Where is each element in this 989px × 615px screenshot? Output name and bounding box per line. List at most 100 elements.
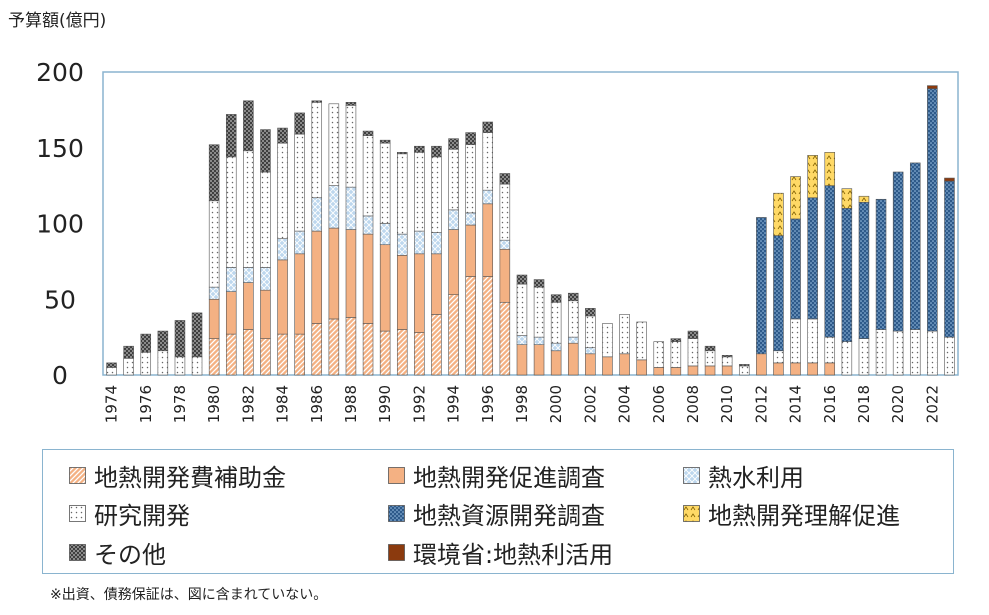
bar-segment-promotion-1994 <box>448 229 459 295</box>
bar-segment-research-2016 <box>824 336 836 364</box>
bar-segment-other-1985 <box>294 112 305 135</box>
legend-swatch-resource_survey <box>388 505 405 522</box>
legend-item-heat_water: 熱水利用 <box>683 458 804 493</box>
bar-segment-research-2019 <box>875 329 887 376</box>
bar-segment-research-1999 <box>533 286 545 338</box>
bar-segment-research-2009 <box>704 350 716 367</box>
stacked-bar-chart: 0 50 100 150 200 1974 1976 1978 1980 1982 1984 1986… <box>36 58 959 423</box>
bar-segment-research-1981 <box>225 156 237 268</box>
bar-segment-research-1983 <box>260 171 271 268</box>
bar-segment-subsidy-1996 <box>482 276 494 376</box>
legend-item-promotion: 地熱開発促進調査 <box>388 458 605 493</box>
x-tick-label: 1992 <box>410 385 428 423</box>
bar-segment-promotion-2002 <box>585 353 596 376</box>
x-tick-label: 1998 <box>513 385 531 423</box>
bar-segment-subsidy-1990 <box>379 330 391 376</box>
bar-segment-resource_survey-2018 <box>858 201 870 339</box>
x-tick-label: 1996 <box>479 385 497 423</box>
y-tick-label: 150 <box>36 134 84 163</box>
bar-segment-resource_survey-2014 <box>790 218 801 320</box>
bar-segment-promotion-1998 <box>516 344 528 376</box>
legend-label: 地熱資源開発調査 <box>413 502 605 530</box>
bar-segment-research-1982 <box>243 150 254 268</box>
bar-segment-research-2023 <box>944 336 955 376</box>
bar-segment-research-2018 <box>858 338 870 376</box>
bar-segment-other-1983 <box>260 129 271 173</box>
bar-segment-research-1977 <box>157 350 169 376</box>
x-tick-label: 1980 <box>205 385 223 423</box>
y-tick-label: 50 <box>44 285 76 314</box>
y-tick-label: 0 <box>52 361 68 390</box>
bar-segment-heat_water-1994 <box>448 209 459 230</box>
legend-item-research: 研究開発 <box>69 496 190 531</box>
x-tick-label: 1974 <box>103 385 121 423</box>
x-tick-label: 1984 <box>274 385 292 423</box>
bar-segment-subsidy-1980 <box>208 338 220 376</box>
legend-swatch-heat_water <box>683 467 700 484</box>
legend-swatch-research <box>69 505 86 522</box>
bar-segment-promotion-2001 <box>567 342 579 376</box>
legend-item-resource_survey: 地熱資源開発調査 <box>388 496 605 531</box>
legend-swatch-subsidy <box>69 467 86 484</box>
bar-segment-research-2005 <box>636 321 647 361</box>
legend-swatch-understanding <box>683 505 700 522</box>
bar-segment-resource_survey-2017 <box>841 208 853 342</box>
bar-segment-promotion-1985 <box>294 253 305 335</box>
bar-segment-subsidy-1984 <box>277 333 288 376</box>
bar-segment-resource_survey-2021 <box>909 162 921 330</box>
bar-segment-other-1986 <box>311 100 323 103</box>
bar-segment-heat_water-1982 <box>243 267 254 283</box>
bar-segment-promotion-1992 <box>414 253 425 333</box>
bar-segment-research-2003 <box>602 323 613 358</box>
bar-segment-promotion-2008 <box>687 365 699 376</box>
bar-segment-resource_survey-2015 <box>807 197 818 320</box>
bar-segment-research-1979 <box>191 356 203 376</box>
bar-segment-promotion-1989 <box>362 233 374 324</box>
bar-segment-heat_water-1989 <box>362 215 374 235</box>
bar-segment-other-1978 <box>174 320 186 358</box>
x-tick-label: 1988 <box>342 385 360 423</box>
x-tick-label: 2014 <box>787 385 805 423</box>
bar-segment-promotion-2004 <box>619 353 630 376</box>
bar-segment-research-2011 <box>738 365 750 376</box>
bar-segment-subsidy-1995 <box>465 276 476 376</box>
legend-label: 環境省:地熱利活用 <box>413 541 614 569</box>
bar-segment-env_ministry-2023 <box>944 177 955 182</box>
bar-segment-heat_water-1988 <box>345 186 357 230</box>
bar-segment-subsidy-1983 <box>260 338 271 376</box>
bar-segment-research-2004 <box>619 314 630 355</box>
bar-segment-promotion-1990 <box>379 244 391 332</box>
chart-legend: 地熱開発費補助金 地熱開発促進調査 熱水利用 研究開発 地熱資源開発調査 地熱開発理解促進… <box>42 449 954 574</box>
bar-segment-other-1988 <box>345 102 357 106</box>
bar-segment-subsidy-1982 <box>243 329 254 376</box>
bar-segment-resource_survey-2013 <box>773 235 784 352</box>
bar-segment-other-2011 <box>738 364 750 367</box>
x-tick-label: 2018 <box>855 385 873 423</box>
bar-segment-other-1982 <box>243 100 254 152</box>
bar-segment-research-1975 <box>123 358 134 376</box>
bar-segment-other-1998 <box>516 274 528 285</box>
bar-segment-resource_survey-2023 <box>944 180 955 338</box>
bar-segment-other-2000 <box>550 294 562 303</box>
bar-segment-heat_water-1987 <box>328 185 340 229</box>
bar-segment-promotion-1980 <box>208 298 220 339</box>
bar-segment-resource_survey-2016 <box>824 185 836 338</box>
bar-segment-research-1980 <box>208 200 220 288</box>
bar-segment-understanding-2018 <box>858 195 870 203</box>
bar-segment-subsidy-1994 <box>448 294 459 376</box>
bar-segment-understanding-2017 <box>841 188 853 209</box>
bar-segment-heat_water-2001 <box>567 336 579 344</box>
bar-segment-subsidy-1981 <box>225 333 237 376</box>
bar-segment-other-1977 <box>157 330 169 352</box>
bar-segment-research-1985 <box>294 133 305 232</box>
bar-segment-other-1981 <box>225 114 237 158</box>
bar-segment-promotion-1987 <box>328 227 340 320</box>
bar-segment-other-2008 <box>687 330 699 339</box>
bar-segment-research-1991 <box>396 153 408 235</box>
y-axis-unit-label: 予算額(億円) <box>8 11 107 31</box>
bar-segment-promotion-2012 <box>756 353 767 376</box>
bar-segment-research-2020 <box>892 330 904 376</box>
bar-segment-resource_survey-2022 <box>927 88 938 332</box>
bar-segment-promotion-2016 <box>824 362 836 376</box>
legend-item-subsidy: 地熱開発費補助金 <box>69 458 286 493</box>
